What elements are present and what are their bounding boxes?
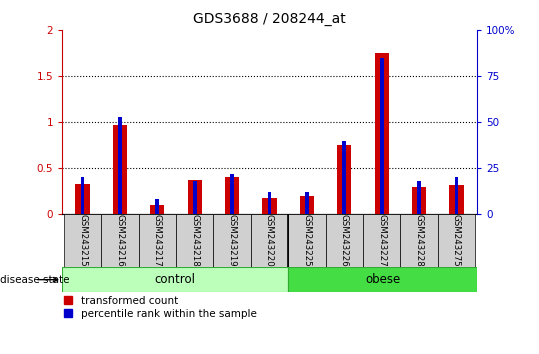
FancyBboxPatch shape	[400, 214, 438, 267]
Text: GSM243228: GSM243228	[414, 214, 424, 267]
Bar	[230, 174, 234, 214]
FancyBboxPatch shape	[251, 214, 288, 267]
Text: GSM243218: GSM243218	[190, 214, 199, 267]
FancyBboxPatch shape	[363, 214, 400, 267]
Bar	[118, 116, 122, 214]
FancyBboxPatch shape	[213, 214, 251, 267]
Bar	[150, 205, 164, 214]
FancyBboxPatch shape	[139, 214, 176, 267]
Bar	[450, 185, 464, 214]
Bar	[113, 125, 127, 214]
Text: GSM243219: GSM243219	[227, 215, 237, 267]
FancyBboxPatch shape	[326, 214, 363, 267]
Bar	[75, 184, 89, 214]
Text: obese: obese	[365, 273, 400, 286]
Bar	[342, 141, 346, 214]
Bar	[305, 192, 309, 214]
Text: control: control	[155, 273, 196, 286]
Text: disease state: disease state	[0, 275, 70, 285]
FancyBboxPatch shape	[176, 214, 213, 267]
Bar	[417, 181, 421, 214]
Text: GSM243227: GSM243227	[377, 214, 386, 267]
Bar	[380, 58, 384, 214]
Bar	[193, 181, 197, 214]
Bar	[188, 180, 202, 214]
Bar	[300, 196, 314, 214]
Bar	[412, 187, 426, 214]
FancyBboxPatch shape	[62, 267, 288, 292]
Bar	[81, 177, 85, 214]
Text: GSM243226: GSM243226	[340, 214, 349, 267]
Bar	[262, 198, 277, 214]
Legend: transformed count, percentile rank within the sample: transformed count, percentile rank withi…	[64, 296, 257, 319]
Bar	[454, 177, 458, 214]
Bar	[155, 199, 159, 214]
Bar	[268, 192, 271, 214]
Bar	[375, 53, 389, 214]
Text: GSM243216: GSM243216	[115, 214, 125, 267]
FancyBboxPatch shape	[64, 214, 101, 267]
FancyBboxPatch shape	[101, 214, 139, 267]
Text: GSM243217: GSM243217	[153, 214, 162, 267]
FancyBboxPatch shape	[288, 267, 477, 292]
Bar	[225, 177, 239, 214]
FancyBboxPatch shape	[438, 214, 475, 267]
Text: GSM243220: GSM243220	[265, 214, 274, 267]
Text: GSM243215: GSM243215	[78, 214, 87, 267]
Text: GSM243275: GSM243275	[452, 214, 461, 267]
Text: GSM243225: GSM243225	[302, 214, 312, 267]
FancyBboxPatch shape	[288, 214, 326, 267]
Title: GDS3688 / 208244_at: GDS3688 / 208244_at	[193, 12, 346, 26]
Bar	[337, 145, 351, 214]
